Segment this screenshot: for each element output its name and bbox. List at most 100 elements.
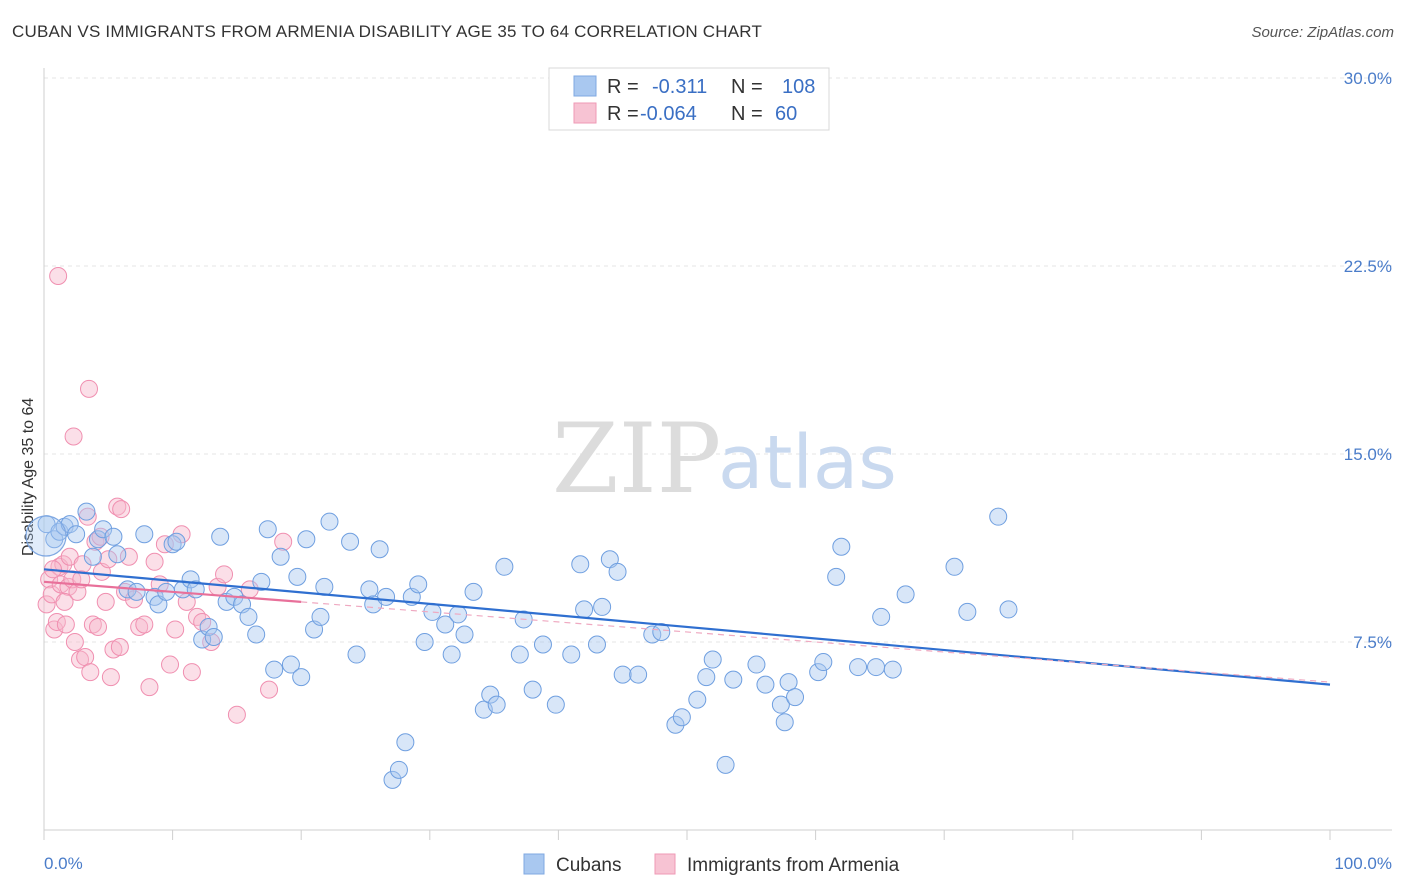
- point-cubans: [587, 635, 606, 654]
- point-cubans: [396, 733, 415, 752]
- point-armenia: [64, 427, 83, 446]
- point-armenia: [54, 555, 73, 574]
- point-cubans: [771, 695, 790, 714]
- point-cubans: [999, 600, 1018, 619]
- trend-line-armenia-extension: [301, 601, 1331, 683]
- point-cubans: [481, 685, 500, 704]
- point-armenia: [166, 620, 185, 639]
- point-cubans: [258, 520, 277, 539]
- point-armenia: [110, 638, 129, 657]
- point-cubans: [613, 665, 632, 684]
- point-armenia: [125, 590, 144, 609]
- point-armenia: [130, 617, 149, 636]
- point-armenia: [55, 592, 74, 611]
- point-armenia: [91, 527, 110, 546]
- point-armenia: [274, 532, 293, 551]
- point-cubans: [377, 587, 396, 606]
- point-cubans: [571, 555, 590, 574]
- series-cubans-points: [37, 502, 1018, 789]
- point-cubans: [872, 607, 891, 626]
- point-armenia: [227, 705, 246, 724]
- point-cubans: [455, 625, 474, 644]
- gridlines: [43, 77, 1393, 643]
- point-cubans: [867, 658, 886, 677]
- point-armenia: [260, 680, 279, 699]
- point-cubans: [104, 527, 123, 546]
- point-cubans: [883, 660, 902, 679]
- point-cubans: [199, 617, 218, 636]
- point-armenia: [119, 547, 138, 566]
- point-cubans: [832, 537, 851, 556]
- point-armenia: [135, 615, 154, 634]
- point-armenia: [80, 379, 99, 398]
- point-cubans: [775, 713, 794, 732]
- point-armenia: [71, 650, 90, 669]
- point-armenia: [161, 655, 180, 674]
- point-cubans: [204, 627, 223, 646]
- point-armenia: [101, 668, 120, 687]
- cluster-bubble: [25, 515, 67, 557]
- point-armenia: [49, 267, 68, 286]
- point-armenia: [81, 663, 100, 682]
- point-cubans: [135, 525, 154, 544]
- point-cubans: [67, 525, 86, 544]
- point-cubans: [756, 675, 775, 694]
- point-armenia: [112, 500, 131, 519]
- trend-lines: [43, 568, 1331, 686]
- point-cubans: [652, 622, 671, 641]
- point-cubans: [77, 502, 96, 521]
- point-cubans: [786, 688, 805, 707]
- point-cubans: [703, 650, 722, 669]
- y-tick-label: 15.0%: [1344, 445, 1392, 464]
- point-cubans: [814, 653, 833, 672]
- point-cubans: [265, 660, 284, 679]
- point-cubans: [347, 645, 366, 664]
- legend-swatch-cubans: [573, 75, 597, 97]
- point-cubans: [442, 645, 461, 664]
- y-tick-labels: 7.5% 15.0% 22.5% 30.0%: [1344, 69, 1392, 652]
- bottom-legend-swatch-armenia: [654, 853, 676, 875]
- watermark: ZIP atlas: [552, 403, 897, 515]
- point-cubans: [716, 755, 735, 774]
- y-tick-label: 30.0%: [1344, 69, 1392, 88]
- legend-n-label-cubans: N =: [731, 76, 763, 98]
- legend-r-value-armenia: -0.064: [640, 103, 697, 125]
- point-cubans: [288, 567, 307, 586]
- point-armenia: [65, 633, 84, 651]
- point-armenia: [76, 648, 95, 667]
- point-cubans: [127, 582, 146, 601]
- point-cubans: [849, 658, 868, 677]
- point-cubans: [239, 607, 258, 626]
- trend-line-armenia: [43, 580, 302, 603]
- point-cubans: [60, 515, 79, 534]
- series-armenia-points: [37, 267, 293, 724]
- point-cubans: [311, 607, 330, 626]
- point-cubans: [341, 532, 360, 551]
- point-cubans: [672, 708, 691, 727]
- source-credit: Source: ZipAtlas.com: [1251, 24, 1394, 41]
- legend-r-value-cubans: -0.311: [652, 76, 707, 98]
- point-cubans: [593, 597, 612, 616]
- point-cubans: [989, 507, 1008, 526]
- watermark-atlas: atlas: [718, 420, 897, 506]
- point-cubans: [608, 562, 627, 581]
- point-cubans: [945, 557, 964, 576]
- point-cubans: [809, 663, 828, 682]
- point-cubans: [562, 645, 581, 664]
- point-armenia: [45, 620, 64, 639]
- legend-n-label-armenia: N =: [731, 103, 763, 125]
- point-cubans: [495, 557, 514, 576]
- point-cubans: [827, 567, 846, 586]
- point-cubans: [297, 530, 316, 549]
- bottom-legend-swatch-cubans: [523, 853, 545, 875]
- point-cubans: [252, 572, 271, 591]
- point-cubans: [292, 668, 311, 687]
- point-cubans: [779, 673, 798, 692]
- y-tick-label: 22.5%: [1344, 257, 1392, 276]
- point-armenia: [215, 565, 234, 584]
- point-cubans: [523, 680, 542, 699]
- point-armenia: [140, 678, 159, 697]
- point-cubans: [533, 635, 552, 654]
- point-armenia: [182, 663, 201, 682]
